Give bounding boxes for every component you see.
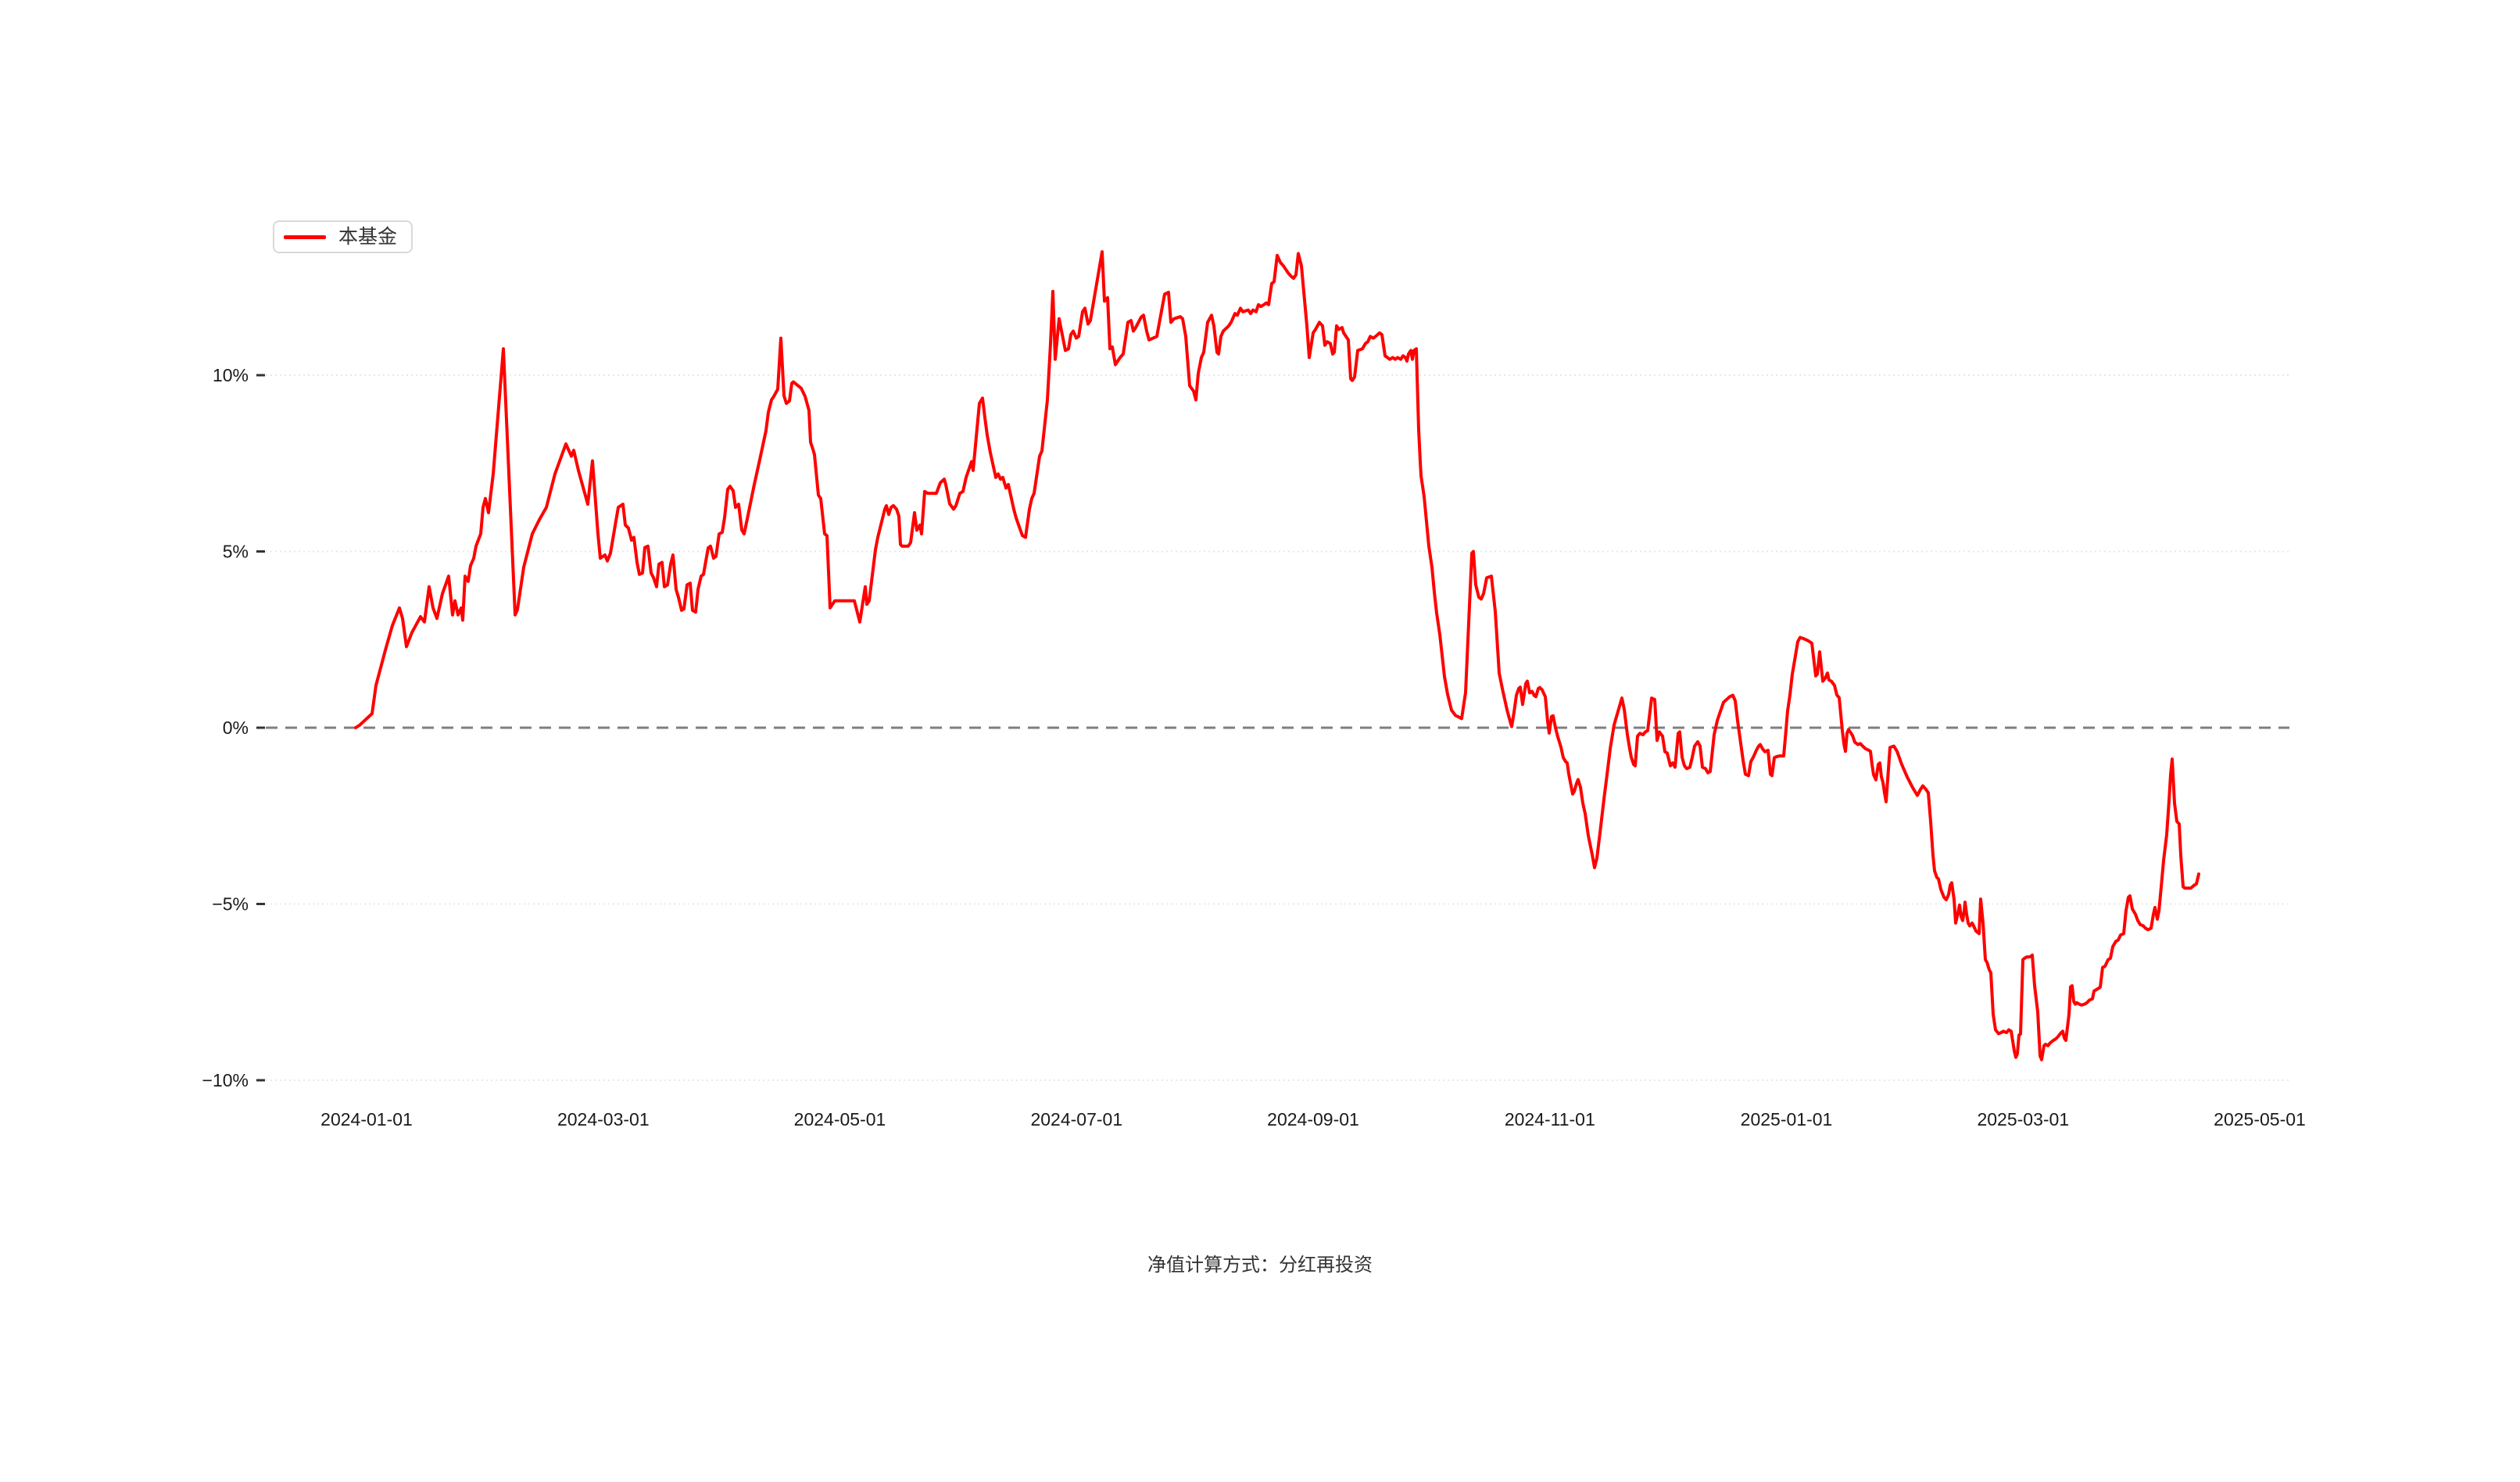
- x-axis-tick-label: 2024-01-01: [320, 1109, 413, 1129]
- x-axis-tick-label: 2025-03-01: [1977, 1109, 2069, 1129]
- x-axis-tick-label: 2024-07-01: [1030, 1109, 1122, 1129]
- legend-label: 本基金: [338, 225, 398, 248]
- y-axis-tick-label: −5%: [212, 894, 249, 915]
- x-axis-tick-label: 2024-05-01: [794, 1109, 886, 1129]
- x-axis-tick-label: 2024-03-01: [557, 1109, 650, 1129]
- x-axis-tick-label: 2025-05-01: [2214, 1109, 2306, 1129]
- nav-method-note: 净值计算方式：分红再投资: [1147, 1255, 1373, 1276]
- y-axis-tick-label: −10%: [202, 1070, 249, 1090]
- y-axis-tick-label: 10%: [213, 365, 249, 385]
- legend-item-fund[interactable]: 本基金: [273, 220, 413, 253]
- x-axis-tick-label: 2024-11-01: [1505, 1109, 1595, 1129]
- y-axis-tick-label: 0%: [223, 718, 249, 738]
- x-axis-tick-label: 2024-09-01: [1267, 1109, 1359, 1129]
- y-axis-tick-label: 5%: [223, 542, 249, 562]
- series-line-fund: [354, 250, 2200, 1061]
- legend-line-swatch: [284, 234, 326, 239]
- x-axis-tick-label: 2025-01-01: [1741, 1109, 1833, 1129]
